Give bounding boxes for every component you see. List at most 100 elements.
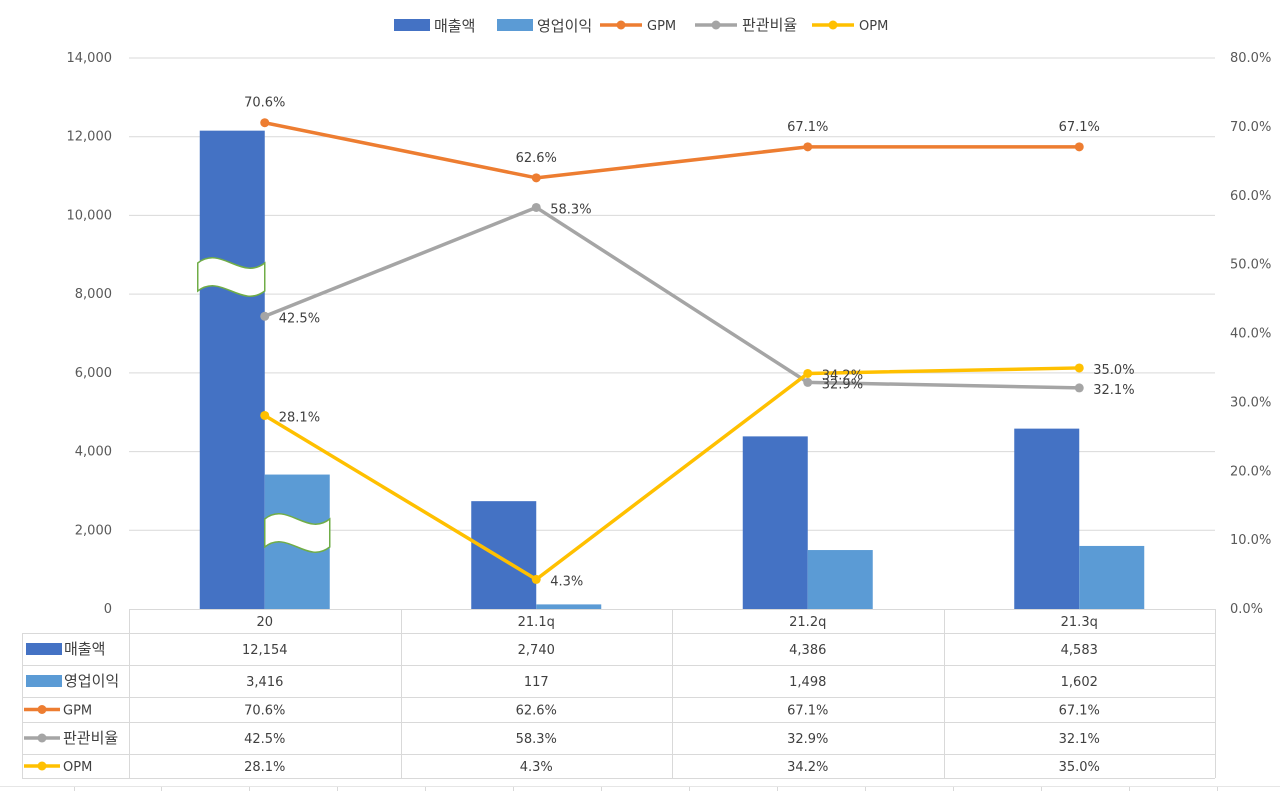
y-left-tick-label: 14,000 — [67, 51, 113, 66]
point-OPM-21.1q — [531, 574, 541, 584]
point-판관비율-20 — [260, 311, 270, 321]
bar-영업이익-21.2q — [807, 550, 873, 609]
point-판관비율-21.2q — [803, 377, 813, 387]
table-legend-marker-판관비율 — [37, 733, 47, 743]
table-cell-판관비율-20: 42.5% — [244, 732, 285, 747]
y-right-tick-label: 70.0% — [1230, 120, 1271, 135]
legend-marker-판관비율 — [711, 20, 721, 30]
line-OPM — [263, 366, 1080, 582]
bar-영업이익-21.3q — [1079, 545, 1145, 609]
table-cell-매출액-21.3q: 4,583 — [1061, 643, 1098, 658]
table-cell-영업이익-20: 3,416 — [246, 675, 283, 690]
legend-label-판관비율: 판관비율 — [742, 16, 797, 34]
legend-label-매출액: 매출액 — [434, 17, 475, 35]
data-label-GPM-21.2q: 67.1% — [787, 120, 828, 135]
table-legend-marker-GPM — [37, 705, 47, 714]
lines — [260, 118, 1084, 584]
y-left-tick-label: 6,000 — [75, 366, 112, 381]
point-GPM-21.2q — [803, 142, 813, 152]
point-OPM-21.2q — [803, 368, 813, 378]
table-cell-GPM-21.1q: 62.6% — [516, 704, 557, 719]
bar-매출액-21.1q — [471, 501, 537, 609]
legend-marker-GPM — [616, 20, 626, 30]
legend-swatch-영업이익 — [497, 19, 533, 31]
data-label-판관비율-21.3q: 32.1% — [1093, 383, 1134, 398]
table-cell-판관비율-21.2q: 32.9% — [787, 732, 828, 747]
gridlines — [129, 57, 1215, 531]
y-left-tick-label: 12,000 — [67, 130, 113, 145]
data-table: 20 21.1q 21.2q 21.3q 매출액 12,154 2,740 4,386 4,58… — [22, 609, 1216, 779]
table-header-cell: 20 — [256, 615, 273, 630]
y-left-tick-label: 0 — [104, 602, 112, 617]
table-cell-판관비율-21.3q: 32.1% — [1059, 732, 1100, 747]
table-cell-영업이익-21.2q: 1,498 — [789, 675, 826, 690]
line-GPM — [264, 121, 1080, 180]
y-right-tick-label: 20.0% — [1230, 464, 1271, 479]
y-right-tick-label: 80.0% — [1230, 51, 1271, 66]
legend-label-영업이익: 영업이익 — [537, 17, 592, 35]
point-OPM-20 — [260, 410, 270, 420]
table-cell-판관비율-21.1q: 58.3% — [516, 732, 557, 747]
table-row-label-영업이익: 영업이익 — [64, 672, 119, 690]
legend-label-OPM: OPM — [859, 19, 888, 34]
table-cell-GPM-21.2q: 67.1% — [787, 704, 828, 719]
y-right-tick-label: 10.0% — [1230, 533, 1271, 548]
table-cell-매출액-20: 12,154 — [242, 643, 288, 658]
point-GPM-20 — [260, 118, 270, 128]
table-cell-영업이익-21.1q: 117 — [524, 675, 549, 690]
y-left-tick-label: 4,000 — [75, 445, 112, 460]
axis-break-op-profit — [264, 513, 331, 553]
y-right-tick-label: 30.0% — [1230, 395, 1271, 410]
data-label-GPM-21.3q: 67.1% — [1059, 120, 1100, 135]
bar-영업이익-21.1q — [536, 604, 602, 609]
data-label-GPM-20: 70.6% — [244, 96, 285, 111]
bar-매출액-21.2q — [742, 436, 808, 609]
legend-swatch-매출액 — [394, 19, 430, 31]
table-cell-OPM-20: 28.1% — [244, 760, 285, 775]
table-cell-매출액-21.2q: 4,386 — [789, 643, 826, 658]
point-판관비율-21.3q — [1074, 383, 1084, 393]
table-cell-GPM-21.3q: 67.1% — [1059, 704, 1100, 719]
data-label-OPM-21.2q: 34.2% — [822, 368, 863, 383]
bar-매출액-20 — [199, 130, 265, 609]
table-cell-GPM-20: 70.6% — [244, 704, 285, 719]
table-row-label-판관비율: 판관비율 — [63, 729, 118, 747]
point-OPM-21.3q — [1074, 363, 1084, 373]
legend: 매출액 영업이익 GPM 판관비율 OPM — [394, 16, 888, 35]
table-row-label-GPM: GPM — [63, 704, 92, 719]
data-label-판관비율-21.2q: 32.9% — [822, 377, 863, 392]
axis-break-sales — [197, 257, 266, 297]
y-right-tick-label: 60.0% — [1230, 189, 1271, 204]
table-cell-OPM-21.2q: 34.2% — [787, 760, 828, 775]
point-GPM-21.3q — [1074, 142, 1084, 152]
data-label-GPM-21.1q: 62.6% — [516, 151, 557, 166]
bars — [197, 130, 1145, 609]
sheet-column-ticks — [0, 786, 1280, 791]
line-판관비율 — [264, 205, 1080, 390]
point-판관비율-21.1q — [531, 202, 541, 212]
point-GPM-21.1q — [531, 173, 541, 183]
table-header-cell: 21.1q — [518, 615, 555, 630]
table-legend-marker-OPM — [37, 761, 47, 771]
y-left-tick-label: 2,000 — [75, 523, 112, 538]
data-label-OPM-21.3q: 35.0% — [1093, 363, 1134, 378]
data-label-판관비율-21.1q: 58.3% — [550, 202, 591, 217]
table-cell-영업이익-21.3q: 1,602 — [1061, 675, 1098, 690]
bar-매출액-21.3q — [1014, 428, 1080, 609]
legend-marker-OPM — [828, 20, 838, 30]
legend-label-GPM: GPM — [647, 19, 676, 34]
table-legend-key-영업이익 — [26, 675, 62, 687]
table-header-cell: 21.2q — [789, 615, 826, 630]
table-row-label-매출액: 매출액 — [64, 640, 105, 658]
y-right-tick-label: 40.0% — [1230, 327, 1271, 342]
y-right-tick-label: 0.0% — [1230, 602, 1263, 617]
data-label-판관비율-20: 42.5% — [279, 311, 320, 326]
y-left-tick-label: 10,000 — [67, 208, 113, 223]
y-left-tick-label: 8,000 — [75, 287, 112, 302]
table-cell-OPM-21.1q: 4.3% — [520, 760, 553, 775]
data-label-OPM-20: 28.1% — [279, 410, 320, 425]
table-row-label-OPM: OPM — [63, 760, 92, 775]
table-cell-매출액-21.1q: 2,740 — [518, 643, 555, 658]
